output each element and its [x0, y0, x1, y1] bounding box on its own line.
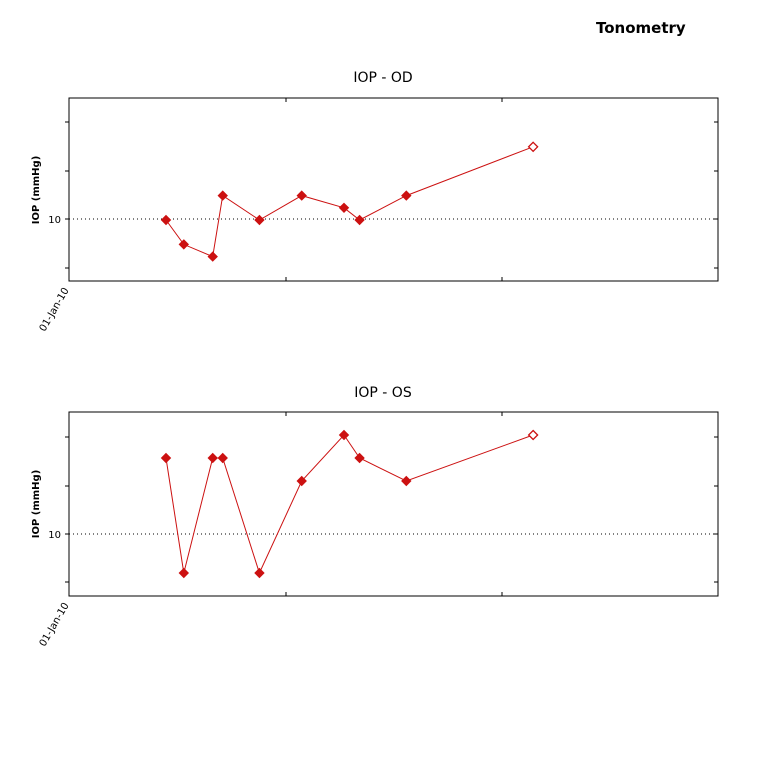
x-tick-label: 01-Jan-10	[38, 286, 72, 334]
data-point[interactable]	[354, 452, 365, 464]
data-point[interactable]	[217, 452, 228, 464]
plot-frame	[68, 97, 719, 282]
series-line	[165, 146, 534, 258]
series-line	[165, 434, 534, 575]
data-point[interactable]	[178, 239, 190, 250]
plot-frame	[68, 411, 719, 597]
y-tick-label: 10	[48, 215, 61, 226]
data-point[interactable]	[160, 452, 172, 464]
tick-marks	[65, 98, 718, 281]
chart-od: IOP - OD IOP (mmHg) 10 01-Jan-10	[31, 70, 719, 334]
tick-marks	[65, 412, 718, 596]
data-point[interactable]	[401, 475, 412, 487]
page-title: Tonometry	[596, 19, 686, 37]
data-point-open[interactable]	[527, 141, 539, 153]
y-axis-label: IOP (mmHg)	[31, 156, 42, 225]
data-point[interactable]	[207, 452, 218, 464]
data-point[interactable]	[296, 475, 307, 487]
data-point-open[interactable]	[527, 429, 539, 441]
series-group	[160, 429, 539, 579]
y-tick-label: 10	[48, 530, 61, 541]
chart-os: IOP - OS IOP (mmHg) 10 01-Jan-10	[31, 385, 719, 649]
data-point[interactable]	[160, 214, 172, 226]
data-point[interactable]	[217, 190, 228, 201]
chart-title: IOP - OS	[354, 385, 412, 401]
y-axis-label: IOP (mmHg)	[31, 470, 42, 539]
series-group	[160, 141, 539, 262]
data-point[interactable]	[178, 567, 190, 579]
chart-title: IOP - OD	[353, 70, 412, 86]
data-point[interactable]	[296, 190, 307, 201]
data-point[interactable]	[338, 202, 350, 214]
data-point[interactable]	[254, 214, 265, 226]
data-point[interactable]	[338, 429, 350, 441]
data-point[interactable]	[254, 567, 265, 579]
data-point[interactable]	[207, 251, 218, 262]
data-point[interactable]	[354, 214, 365, 226]
data-point[interactable]	[401, 190, 412, 201]
x-tick-label: 01-Jan-10	[38, 601, 72, 649]
